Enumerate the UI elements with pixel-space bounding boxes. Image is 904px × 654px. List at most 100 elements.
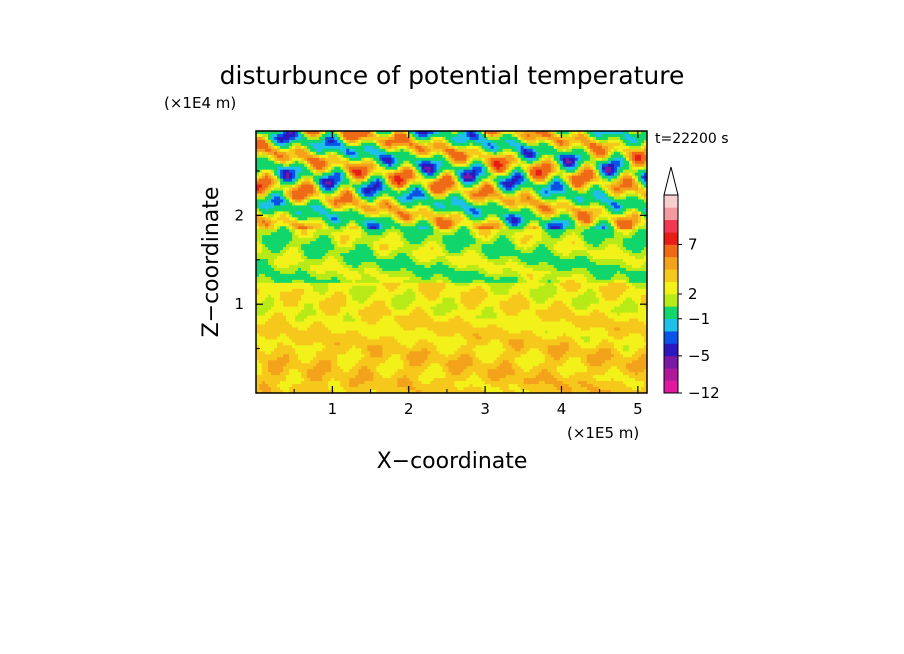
heatmap-cell xyxy=(277,139,281,144)
heatmap-cell xyxy=(622,214,627,218)
heatmap-cell xyxy=(574,208,579,212)
heatmap-cell xyxy=(517,223,522,227)
heatmap-cell xyxy=(496,178,501,183)
heatmap-cell xyxy=(469,160,474,165)
heatmap-cell xyxy=(556,169,561,174)
heatmap-cell xyxy=(583,187,588,192)
heatmap-cell xyxy=(418,193,423,198)
heatmap-cell xyxy=(373,160,377,165)
heatmap-cell xyxy=(301,214,305,218)
heatmap-cell xyxy=(358,160,362,165)
heatmap-cell xyxy=(265,136,269,141)
heatmap-cell xyxy=(430,160,435,165)
heatmap-cell xyxy=(583,196,588,201)
heatmap-cell xyxy=(328,220,332,224)
heatmap-cell xyxy=(343,136,347,141)
heatmap-cell xyxy=(610,199,615,204)
heatmap-cell xyxy=(412,196,417,201)
heatmap-cell xyxy=(478,208,483,212)
heatmap-cell xyxy=(373,181,377,186)
heatmap-cell xyxy=(460,139,465,144)
heatmap-cell xyxy=(610,181,615,186)
heatmap-cell xyxy=(556,133,561,138)
heatmap-cell xyxy=(553,211,558,215)
heatmap-cell xyxy=(376,145,380,150)
heatmap-cell xyxy=(373,145,377,150)
heatmap-cell xyxy=(277,160,281,165)
heatmap-cell xyxy=(391,217,395,221)
heatmap-cell xyxy=(499,208,504,212)
heatmap-cell xyxy=(619,148,624,153)
heatmap-cell xyxy=(490,184,495,189)
heatmap-cell xyxy=(364,184,368,189)
heatmap-cell xyxy=(451,145,456,150)
heatmap-cell xyxy=(451,157,456,162)
heatmap-cell xyxy=(559,205,564,210)
heatmap-cell xyxy=(571,139,576,144)
heatmap-cell xyxy=(337,208,341,212)
heatmap-cell xyxy=(544,163,549,168)
heatmap-cell xyxy=(640,131,645,135)
heatmap-cell xyxy=(559,154,564,159)
heatmap-cell xyxy=(436,178,441,183)
heatmap-cell xyxy=(427,217,432,221)
heatmap-cell xyxy=(514,160,519,165)
heatmap-cell xyxy=(397,133,401,138)
heatmap-cell xyxy=(265,166,269,171)
heatmap-cell xyxy=(331,145,335,150)
heatmap-cell xyxy=(460,169,465,174)
heatmap-cell xyxy=(442,157,447,162)
heatmap-cell xyxy=(340,196,344,201)
heatmap-cell xyxy=(385,169,389,174)
heatmap-cell xyxy=(346,148,350,153)
heatmap-cell xyxy=(631,193,636,198)
heatmap-cell xyxy=(256,148,260,153)
heatmap-cell xyxy=(328,190,332,195)
heatmap-cell xyxy=(511,220,516,224)
heatmap-cell xyxy=(289,139,293,144)
heatmap-cell xyxy=(307,187,311,192)
heatmap-cell xyxy=(415,205,420,210)
heatmap-cell xyxy=(391,226,395,230)
heatmap-cell xyxy=(373,214,377,218)
heatmap-cell xyxy=(571,151,576,156)
heatmap-cell xyxy=(610,187,615,192)
heatmap-cell xyxy=(370,178,374,183)
heatmap-cell xyxy=(592,202,597,207)
heatmap-cell xyxy=(337,175,341,180)
heatmap-cell xyxy=(496,214,501,218)
heatmap-cell xyxy=(487,136,492,141)
heatmap-cell xyxy=(340,217,344,221)
heatmap-cell xyxy=(544,205,549,210)
heatmap-cell xyxy=(403,154,407,159)
heatmap-cell xyxy=(334,133,338,138)
heatmap-cell xyxy=(484,160,489,165)
heatmap-cell xyxy=(643,217,647,221)
heatmap-cell xyxy=(364,190,368,195)
heatmap-cell xyxy=(331,187,335,192)
heatmap-cell xyxy=(460,196,465,201)
heatmap-cell xyxy=(472,193,477,198)
heatmap-cell xyxy=(583,205,588,210)
heatmap-cell xyxy=(277,163,281,168)
heatmap-cell xyxy=(571,217,576,221)
heatmap-cell xyxy=(556,193,561,198)
heatmap-cell xyxy=(316,178,320,183)
heatmap-cell xyxy=(421,148,426,153)
heatmap-cell xyxy=(274,163,278,168)
heatmap-cell xyxy=(406,145,410,150)
heatmap-cell xyxy=(349,131,353,135)
heatmap-cell xyxy=(319,205,323,210)
heatmap-cell xyxy=(274,193,278,198)
heatmap-cell xyxy=(604,145,609,150)
heatmap-cell xyxy=(361,226,365,230)
heatmap-cell xyxy=(424,169,429,174)
heatmap-cell xyxy=(622,217,627,221)
heatmap-cell xyxy=(268,223,272,227)
heatmap-cell xyxy=(322,178,326,183)
heatmap-cell xyxy=(388,184,392,189)
heatmap-cell xyxy=(475,196,480,201)
heatmap-cell xyxy=(256,208,260,212)
heatmap-cell xyxy=(337,217,341,221)
heatmap-cell xyxy=(352,145,356,150)
